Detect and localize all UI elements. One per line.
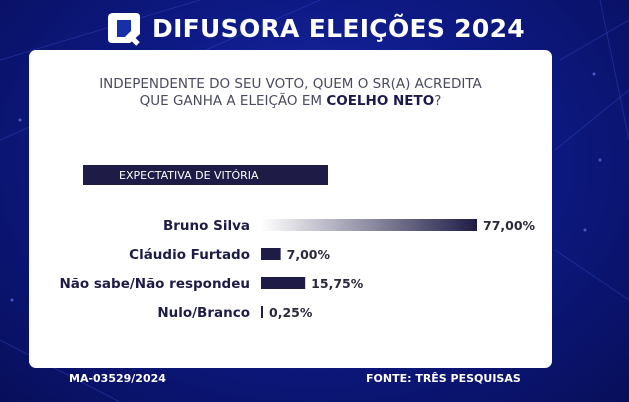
header: DIFUSORA ELEIÇÕES 2024: [0, 8, 629, 48]
poll-registration-code: MA-03529/2024: [69, 372, 166, 385]
value-label-nulo-branco: 0,25%: [269, 305, 313, 320]
question-line-2-prefix: QUE GANHA A ELEIÇÃO EM: [139, 93, 327, 109]
bar-bruno-silva: [261, 219, 477, 231]
header-title: DIFUSORA ELEIÇÕES 2024: [152, 13, 525, 43]
question-line-2: QUE GANHA A ELEIÇÃO EM COELHO NETO?: [29, 93, 552, 110]
question-city: COELHO NETO: [326, 93, 435, 109]
poll-source: FONTE: TRÊS PESQUISAS: [366, 372, 521, 385]
bar-chart: Bruno Silva 77,00% Cláudio Furtado 7,00% Não…: [60, 218, 536, 321]
category-label-claudio-furtado: Cláudio Furtado: [129, 247, 250, 263]
category-label-nao-sabe-nao-respondeu: Não sabe/Não respondeu: [60, 276, 251, 292]
section-label: EXPECTATIVA DE VITÓRIA: [83, 165, 328, 185]
category-label-bruno-silva: Bruno Silva: [163, 218, 250, 234]
bar-nulo-branco: [261, 306, 263, 318]
poll-question: INDEPENDENTE DO SEU VOTO, QUEM O SR(A) A…: [29, 76, 552, 110]
poll-card: INDEPENDENTE DO SEU VOTO, QUEM O SR(A) A…: [29, 50, 552, 368]
section-label-text: EXPECTATIVA DE VITÓRIA: [119, 168, 259, 182]
category-label-nulo-branco: Nulo/Branco: [157, 305, 250, 321]
difusora-logo-icon: [104, 10, 144, 46]
value-label-claudio-furtado: 7,00%: [287, 247, 331, 262]
bar-claudio-furtado: [261, 248, 281, 260]
value-label-bruno-silva: 77,00%: [483, 218, 536, 233]
question-line-1: INDEPENDENTE DO SEU VOTO, QUEM O SR(A) A…: [99, 76, 482, 92]
question-line-2-suffix: ?: [434, 93, 442, 109]
value-label-nao-sabe-nao-respondeu: 15,75%: [311, 276, 364, 291]
bar-nao-sabe-nao-respondeu: [261, 277, 306, 289]
